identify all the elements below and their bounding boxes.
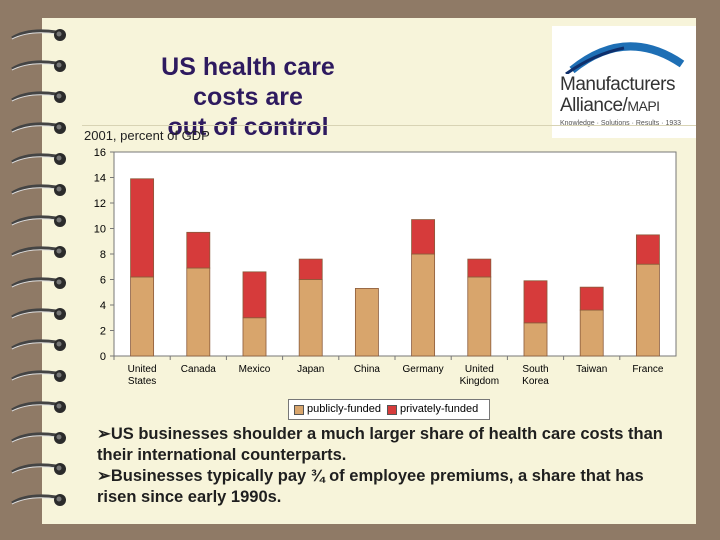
y-tick-label: 6 — [100, 275, 106, 287]
binding-ring — [11, 122, 66, 134]
y-tick-label: 12 — [94, 198, 106, 210]
bar-public — [354, 288, 379, 357]
binding-ring — [11, 246, 66, 258]
bar-public — [411, 253, 436, 357]
bullet-1: ➢US businesses shoulder a much larger sh… — [97, 425, 663, 464]
bar-private — [467, 258, 492, 278]
divider — [82, 125, 696, 126]
legend-item-public: publicly-funded — [294, 402, 381, 417]
legend-label-private: privately-funded — [400, 403, 479, 415]
binding-ring — [11, 308, 66, 320]
binding-ring — [11, 91, 66, 103]
bullet-2: ➢Businesses typically pay ¾ of employee … — [97, 467, 644, 506]
bar-private — [186, 231, 211, 269]
slide-page: US health care costs are out of control … — [42, 18, 696, 524]
x-tick-label: China — [354, 364, 381, 375]
logo-line-2-main: Alliance/ — [560, 95, 628, 116]
bar-private — [130, 178, 155, 278]
binding-ring — [11, 60, 66, 72]
bar-private — [411, 219, 436, 255]
mapi-logo: Manufacturers Alliance/MAPI Knowledge · … — [552, 26, 696, 138]
bullet-list: ➢US businesses shoulder a much larger sh… — [97, 424, 677, 508]
x-tick-label: South — [522, 364, 548, 375]
x-tick-label: Japan — [297, 364, 324, 375]
logo-line-2: Alliance/MAPI — [560, 95, 660, 117]
x-tick-label: States — [128, 376, 156, 387]
title-line-2: out of control — [167, 113, 329, 141]
binding-ring — [11, 401, 66, 413]
binding-ring — [11, 277, 66, 289]
y-tick-label: 14 — [94, 173, 106, 185]
bar-public — [523, 322, 548, 357]
title-line-1: US health care costs are — [161, 53, 335, 111]
x-tick-label: United — [128, 364, 157, 375]
bar-public — [130, 276, 155, 357]
bar-public — [579, 309, 604, 357]
bar-private — [635, 234, 660, 265]
x-tick-label: Germany — [403, 364, 444, 375]
bar-private — [579, 286, 604, 311]
binding-ring — [11, 432, 66, 444]
legend-swatch-private — [387, 404, 397, 415]
bar-private — [242, 271, 267, 319]
x-tick-label: Taiwan — [576, 364, 607, 375]
legend-item-private: privately-funded — [387, 402, 478, 417]
bar-public — [467, 276, 492, 357]
binding-ring — [11, 494, 66, 506]
x-tick-label: Canada — [181, 364, 216, 375]
x-tick-label: Mexico — [239, 364, 271, 375]
y-tick-label: 16 — [94, 147, 106, 159]
y-tick-label: 8 — [100, 249, 106, 261]
chart-legend: publicly-funded privately-funded — [288, 399, 491, 420]
logo-line-2-suffix: MAPI — [627, 98, 660, 114]
slide-title: US health care costs are out of control — [138, 52, 358, 142]
binding-ring — [11, 184, 66, 196]
binding-ring — [11, 370, 66, 382]
binding-ring — [11, 29, 66, 41]
logo-tagline: Knowledge · Solutions · Results · 1933 — [560, 120, 682, 127]
y-tick-label: 2 — [100, 326, 106, 338]
binding-ring — [11, 339, 66, 351]
binding-ring — [11, 153, 66, 165]
bar-public — [242, 317, 267, 357]
y-tick-label: 0 — [100, 351, 106, 363]
y-tick-label: 10 — [94, 224, 106, 236]
bar-private — [298, 258, 323, 280]
x-tick-label: France — [632, 364, 664, 375]
bar-public — [635, 263, 660, 357]
legend-label-public: publicly-funded — [307, 403, 381, 415]
logo-line-1: Manufacturers — [560, 74, 675, 95]
bar-public — [298, 279, 323, 357]
chart-subtitle: 2001, percent of GDP — [84, 128, 210, 143]
logo-arc-icon — [565, 42, 685, 74]
legend-swatch-public — [294, 404, 304, 415]
binding-ring — [11, 463, 66, 475]
x-tick-label: Korea — [522, 376, 549, 387]
binding-ring — [11, 215, 66, 227]
y-tick-label: 4 — [100, 300, 106, 312]
bar-public — [186, 267, 211, 357]
x-tick-label: United — [465, 364, 494, 375]
bar-private — [523, 280, 548, 324]
x-tick-label: Kingdom — [460, 376, 499, 387]
